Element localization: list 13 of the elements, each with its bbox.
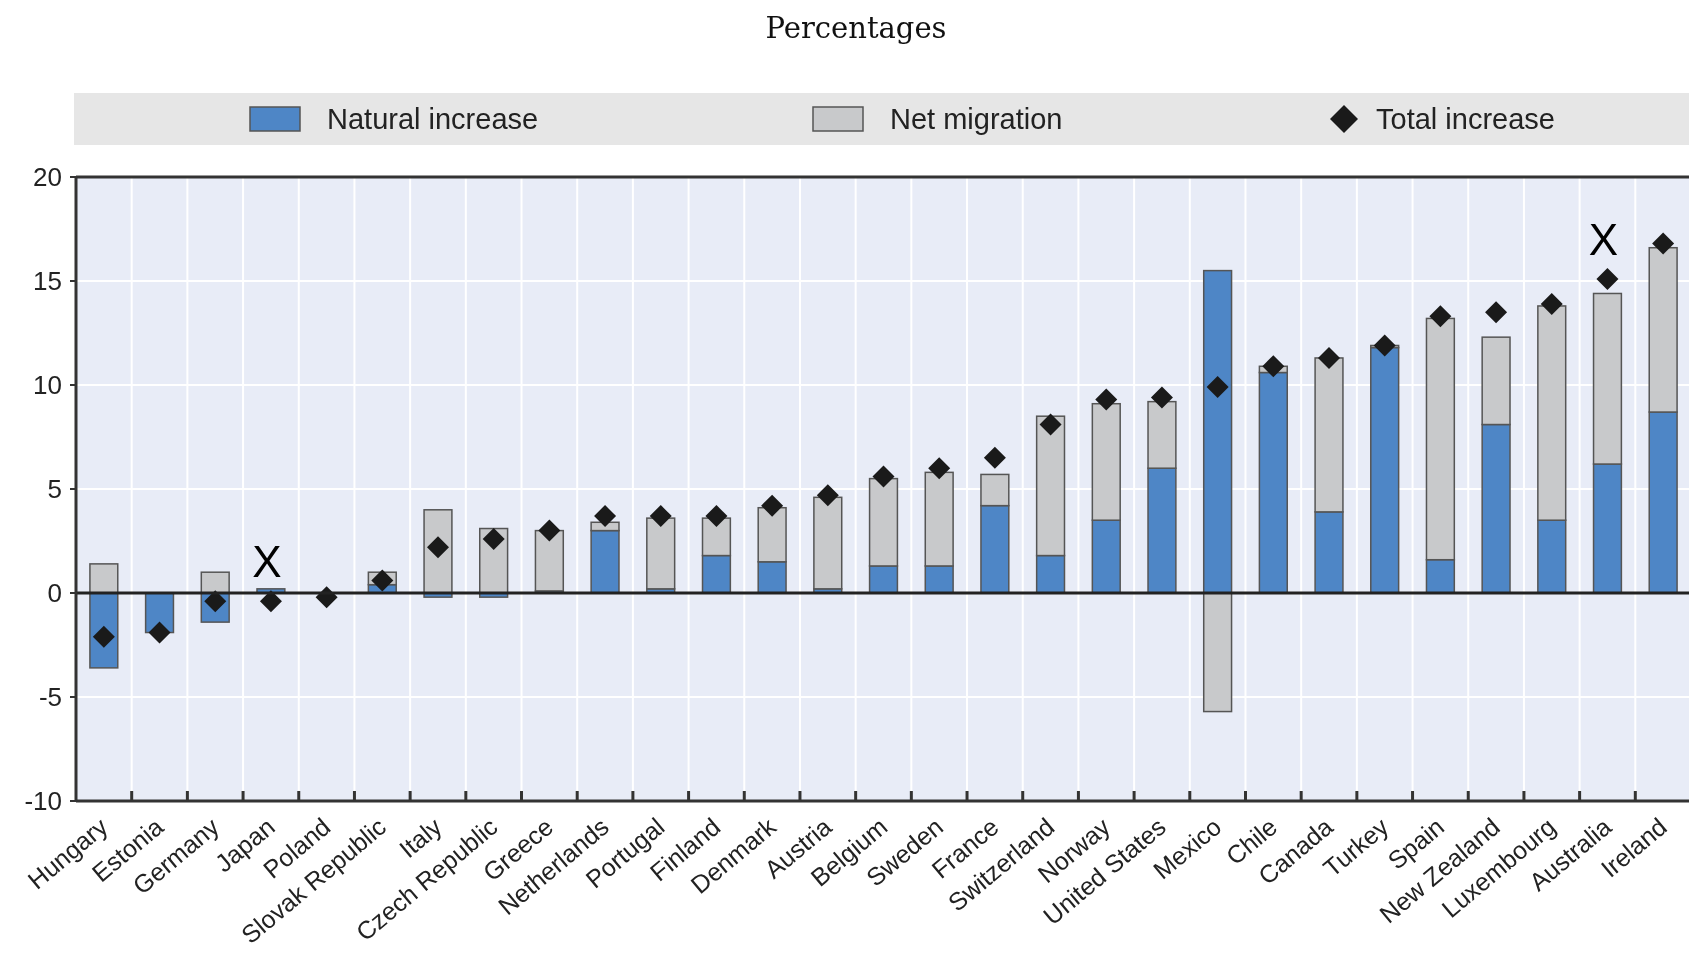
annotation: X	[252, 537, 282, 587]
y-tick-label: 5	[47, 474, 62, 505]
y-tick-label: 10	[33, 370, 62, 401]
legend-label: Net migration	[890, 103, 1063, 135]
legend-label: Natural increase	[327, 103, 539, 135]
y-tick-label: -5	[38, 682, 62, 713]
annotation: X	[1588, 214, 1619, 264]
y-tick-label: 15	[33, 266, 62, 297]
chart-title: Percentages	[765, 11, 947, 45]
y-tick-label: 0	[47, 578, 62, 609]
y-tick-label: -10	[24, 786, 62, 817]
y-tick-label: 20	[33, 162, 62, 193]
legend-label: Total increase	[1376, 103, 1555, 135]
